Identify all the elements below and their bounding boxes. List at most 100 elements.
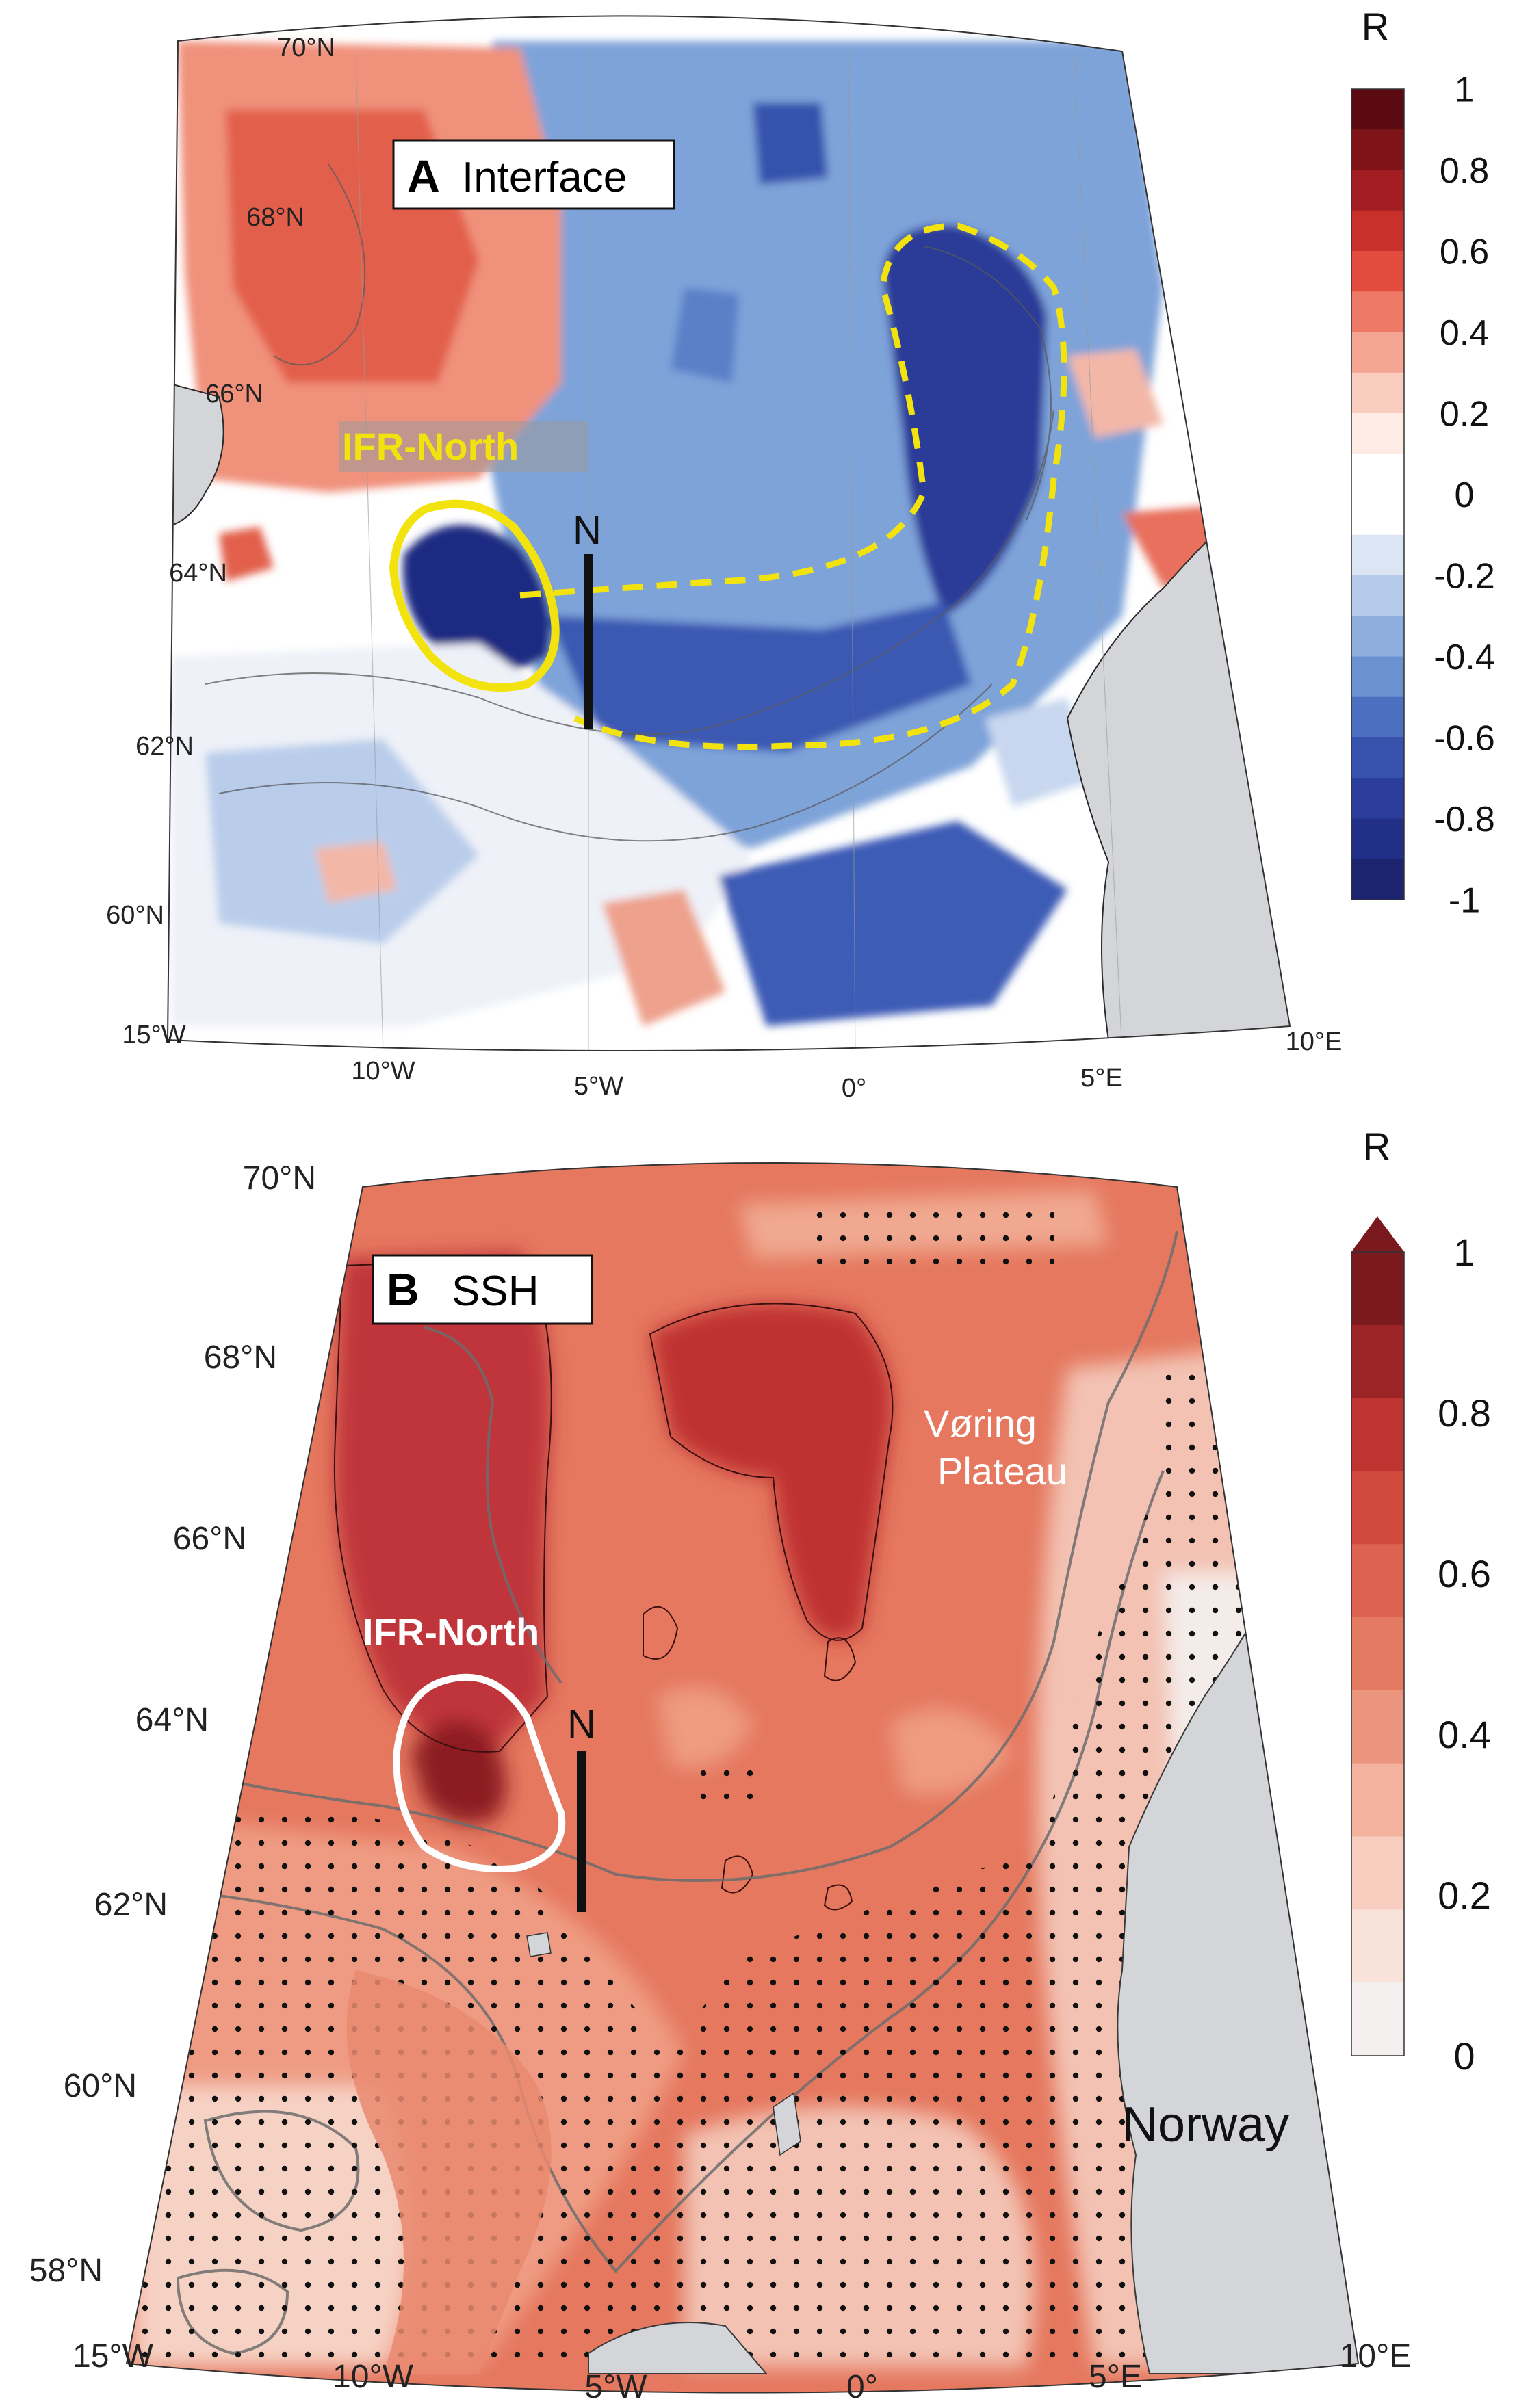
colorbar-swatch xyxy=(1351,170,1404,211)
graticule-a xyxy=(355,47,1123,1051)
colorbar-a xyxy=(1351,88,1405,900)
colorbar-swatch xyxy=(1351,1909,1404,1983)
lon-label: 10°W xyxy=(351,1057,415,1086)
land-iceland-b xyxy=(129,1545,194,1718)
panel-a: N IFR-North A Interface 70°N 68°N 66°N 6… xyxy=(106,5,1495,1103)
lat-label: 70°N xyxy=(277,34,335,62)
lon-label: 0° xyxy=(846,2369,878,2405)
lat-label: 62°N xyxy=(94,1887,168,1923)
significance-contours-b xyxy=(333,1257,894,1911)
ifr-north-label-bg-a xyxy=(339,421,588,472)
panel-title-a: Interface xyxy=(462,154,627,201)
lat-label: 60°N xyxy=(106,901,164,930)
voring-label-line1: Vøring xyxy=(924,1402,1037,1445)
map-frame-a xyxy=(166,15,1291,1051)
lat-label: 68°N xyxy=(204,1339,277,1376)
lat-label: 66°N xyxy=(173,1521,246,1557)
colorbar-tick-label: -0.6 xyxy=(1434,719,1495,759)
lon-label: 10°E xyxy=(1286,1028,1343,1056)
lon-labels-a: 15°W 10°W 5°W 0° 5°E 10°E xyxy=(122,1021,1342,1103)
colorbar-frame xyxy=(1351,88,1405,900)
colorbar-swatch xyxy=(1351,1690,1404,1764)
colorbar-swatch xyxy=(1351,737,1404,778)
colorbar-swatch xyxy=(1351,1398,1404,1471)
lat-label: 58°N xyxy=(29,2253,103,2289)
panel-title-b: SSH xyxy=(452,1268,539,1315)
shetland-islands xyxy=(773,2092,801,2156)
lon-label: 5°E xyxy=(1089,2359,1142,2395)
colorbar-swatch xyxy=(1351,696,1404,738)
colorbar-tick-label: 0.6 xyxy=(1438,1552,1491,1595)
section-label-a: N xyxy=(573,508,601,553)
colorbar-title-b: R xyxy=(1363,1125,1390,1168)
colorbar-swatch xyxy=(1351,291,1404,332)
dashed-region-outline xyxy=(519,222,1067,750)
lon-label: 5°W xyxy=(584,2369,647,2405)
colorbar-tick-label: 1 xyxy=(1455,70,1475,110)
panel-label-box-a xyxy=(392,139,675,210)
bathymetry-contours-a xyxy=(205,163,1054,842)
panel-a-map xyxy=(168,16,1290,1051)
colorbar-tick-label: 0 xyxy=(1453,2034,1475,2078)
colorbar-tick-label: 0.8 xyxy=(1440,151,1489,191)
ifr-north-outline-a xyxy=(389,499,560,692)
colorbar-swatch xyxy=(1351,1324,1404,1399)
lat-label: 60°N xyxy=(64,2068,137,2104)
colorbar-tick-label: -0.2 xyxy=(1434,557,1495,597)
colorbar-tick-label: 0.2 xyxy=(1440,395,1489,434)
colorbar-swatch xyxy=(1351,372,1404,414)
colorbar-swatch xyxy=(1351,1836,1404,1910)
colorbar-tick-label: 0.6 xyxy=(1440,233,1489,272)
colorbar-tick-label: 0.2 xyxy=(1438,1874,1491,1917)
colorbar-tick-label: 0.8 xyxy=(1438,1391,1491,1435)
colorbar-tick-label: 0 xyxy=(1455,475,1475,515)
colorbar-swatch xyxy=(1351,332,1404,374)
colorbar-title-a: R xyxy=(1362,5,1389,48)
colorbar-swatch xyxy=(1351,251,1404,292)
colorbar-swatch xyxy=(1351,494,1404,536)
lat-label: 62°N xyxy=(135,732,194,761)
panel-b-map xyxy=(127,1163,1358,2393)
colorbar-swatch xyxy=(1351,616,1404,657)
lon-label: 0° xyxy=(842,1074,866,1103)
colorbar-ticks-b: 1 0.8 0.6 0.4 0.2 0 xyxy=(1438,1231,1491,2078)
colorbar-swatch xyxy=(1351,778,1404,819)
colorbar-swatch xyxy=(1351,1471,1404,1545)
colorbar-swatch xyxy=(1351,89,1404,130)
colorbar-tick-label: -1 xyxy=(1449,881,1480,921)
colorbar-swatch xyxy=(1351,1617,1404,1691)
lon-label: 5°E xyxy=(1080,1064,1123,1092)
colorbar-swatch xyxy=(1351,575,1404,616)
panel-letter-b: B xyxy=(387,1264,419,1315)
colorbar-swatch xyxy=(1351,534,1404,576)
section-label-b: N xyxy=(567,1702,596,1746)
lat-labels-a: 70°N 68°N 66°N 64°N 62°N 60°N xyxy=(106,34,335,930)
land-scotland-b xyxy=(588,2322,768,2374)
lon-label: 10°W xyxy=(333,2359,414,2395)
colorbar-ticks-a: 1 0.8 0.6 0.4 0.2 0 -0.2 -0.4 -0.6 -0.8 -1 xyxy=(1434,70,1495,921)
colorbar-swatch xyxy=(1351,129,1404,170)
colorbar-tick-label: 0.4 xyxy=(1438,1713,1491,1756)
colorbar-arrow-b xyxy=(1351,1216,1404,1252)
colorbar-swatch xyxy=(1351,859,1404,900)
colorbar-swatch xyxy=(1351,1982,1404,2056)
colorbar-tick-label: 1 xyxy=(1453,1231,1475,1274)
colorbar-frame xyxy=(1351,1251,1405,2056)
panel-letter-a: A xyxy=(407,150,440,201)
colorbar-tick-label: -0.4 xyxy=(1434,638,1495,677)
colorbar-swatch xyxy=(1351,1544,1404,1618)
colorbar-swatch xyxy=(1351,413,1404,454)
colorbar-swatch xyxy=(1351,210,1404,252)
colorbar-swatch xyxy=(1351,454,1404,495)
colorbar-swatch xyxy=(1351,818,1404,860)
colorbar-tick-label: 0.4 xyxy=(1440,313,1489,353)
correlation-field-a xyxy=(171,41,1225,1026)
lon-label: 5°W xyxy=(574,1072,623,1101)
lon-label: 10°E xyxy=(1340,2338,1412,2374)
panel-b: N IFR-North Vøring Plateau Norway B SSH … xyxy=(29,1125,1491,2405)
lat-label: 68°N xyxy=(246,203,304,232)
lat-label: 64°N xyxy=(135,1702,209,1738)
lat-label: 70°N xyxy=(243,1160,316,1196)
lat-label: 66°N xyxy=(205,380,263,408)
